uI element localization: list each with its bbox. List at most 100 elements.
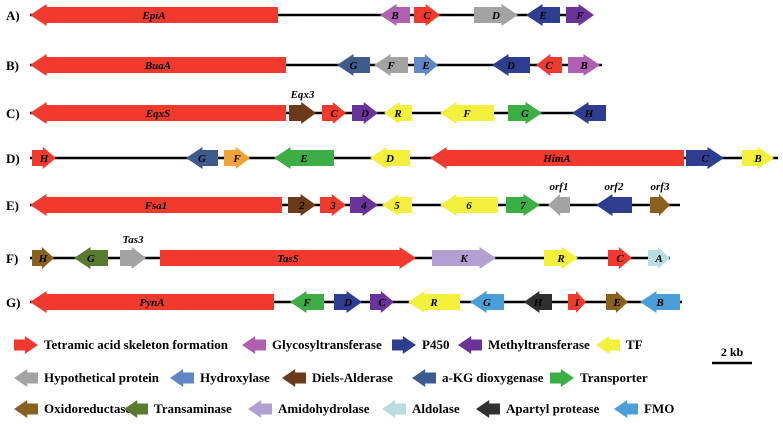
gene-arrow: [384, 102, 412, 124]
gene-arrow: [506, 194, 540, 216]
legend-swatch: [170, 369, 194, 387]
gene-label: E: [421, 60, 429, 72]
gene-arrow: [350, 194, 378, 216]
gene-arrow: [526, 4, 560, 26]
gene-label: E: [612, 297, 620, 309]
gene-arrow: [742, 147, 774, 169]
legend-item: Oxidoreductase: [14, 400, 131, 418]
gene-arrow: [566, 4, 594, 26]
gene-label: C: [616, 253, 624, 265]
gene-arrow: [30, 194, 282, 216]
legend-label: a-KG dioxygenase: [442, 370, 544, 385]
gene-arrow: [224, 147, 250, 169]
legend-label: Diels-Alderase: [312, 370, 393, 385]
legend-item: Aldolase: [382, 400, 460, 418]
row-label: C): [6, 106, 20, 121]
gene-arrow: [470, 291, 504, 313]
gene-arrow: [440, 194, 498, 216]
legend-item: P450: [392, 336, 449, 354]
gene-label: Fsa1: [144, 200, 168, 212]
legend-swatch: [392, 336, 416, 354]
gene-arrow: [650, 194, 670, 216]
legend-item: Glycosyltransferase: [242, 336, 382, 354]
legend-item: Hypothetical protein: [14, 369, 160, 387]
legend-swatch: [248, 400, 272, 418]
scale-bar: 2 kb: [712, 345, 752, 365]
gene-arrow: [370, 147, 410, 169]
gene-label: 7: [520, 200, 526, 212]
legend-swatch: [14, 336, 38, 354]
gene-label: D: [491, 10, 500, 22]
legend-item: Methyltransferase: [458, 336, 590, 354]
gene-arrow: [572, 102, 606, 124]
gene-arrow: [288, 194, 316, 216]
legend-swatch: [124, 400, 148, 418]
gene-label: F: [232, 153, 241, 165]
gene-arrow: [596, 194, 632, 216]
gene-arrow: [414, 4, 440, 26]
gene-label: TasS: [277, 253, 299, 265]
gene-label: F: [575, 10, 584, 22]
gene-arrow: [548, 194, 570, 216]
legend-swatch: [550, 369, 574, 387]
gene-arrow: [524, 291, 552, 313]
gene-label: D: [360, 108, 369, 120]
legend-swatch: [382, 400, 406, 418]
gene-label: HimA: [542, 153, 571, 165]
row-label: D): [6, 151, 20, 166]
gene-label: D: [385, 153, 394, 165]
gene-label: H: [584, 108, 594, 120]
gene-label: G: [350, 60, 358, 72]
gene-arrow: [30, 4, 278, 26]
gene-label: 2: [298, 200, 305, 212]
gene-label: D: [343, 297, 352, 309]
legend-label: Amidohydrolase: [278, 401, 370, 416]
legend-item: Transaminase: [124, 400, 232, 418]
gene-arrow: [432, 247, 496, 269]
gene-arrow: [290, 291, 324, 313]
gene-label: R: [556, 253, 564, 265]
gene-label: R: [393, 108, 401, 120]
gene-row: G) PynA F D C R G H I E B: [6, 291, 682, 313]
legend-item: Diels-Alderase: [282, 369, 393, 387]
gene-label: C: [545, 60, 553, 72]
gene-label: F: [302, 297, 311, 309]
gene-label: A: [654, 253, 662, 265]
gene-arrow: [430, 147, 684, 169]
gene-label: K: [459, 253, 468, 265]
gene-label: B: [390, 10, 398, 22]
legend-swatch: [614, 400, 638, 418]
gene-label: E: [299, 153, 307, 165]
row-label: F): [6, 251, 18, 266]
gene-arrow: [334, 291, 362, 313]
gene-arrow: [289, 102, 316, 124]
gene-label: I: [574, 297, 580, 309]
legend-swatch: [14, 400, 38, 418]
row-label: G): [6, 295, 20, 310]
gene-label: H: [533, 297, 543, 309]
gene-above-label: Tas3: [123, 234, 144, 246]
row-label: A): [6, 8, 20, 23]
gene-arrow: [440, 102, 494, 124]
legend-label: Tetramic acid skeleton formation: [44, 337, 229, 352]
gene-label: C: [330, 108, 338, 120]
gene-arrow: [648, 247, 670, 269]
gene-arrow: [370, 291, 394, 313]
legend-label: Oxidoreductase: [44, 401, 131, 416]
gene-row: A) EpiA B C D E F: [6, 4, 594, 26]
gene-label: 4: [360, 200, 367, 212]
gene-label: 5: [394, 200, 400, 212]
gene-arrow: [606, 291, 628, 313]
gene-arrow: [608, 247, 632, 269]
row-label: B): [6, 58, 19, 73]
gene-above-label: orf2: [605, 181, 624, 193]
scale-bar-label: 2 kb: [721, 345, 744, 359]
gene-arrow: [120, 247, 146, 269]
gene-arrow: [414, 54, 438, 76]
legend-item: Hydroxylase: [170, 369, 270, 387]
gene-label: C: [423, 10, 431, 22]
legend-item: FMO: [614, 400, 674, 418]
gene-label: R: [429, 297, 437, 309]
gene-label: H: [38, 253, 48, 265]
